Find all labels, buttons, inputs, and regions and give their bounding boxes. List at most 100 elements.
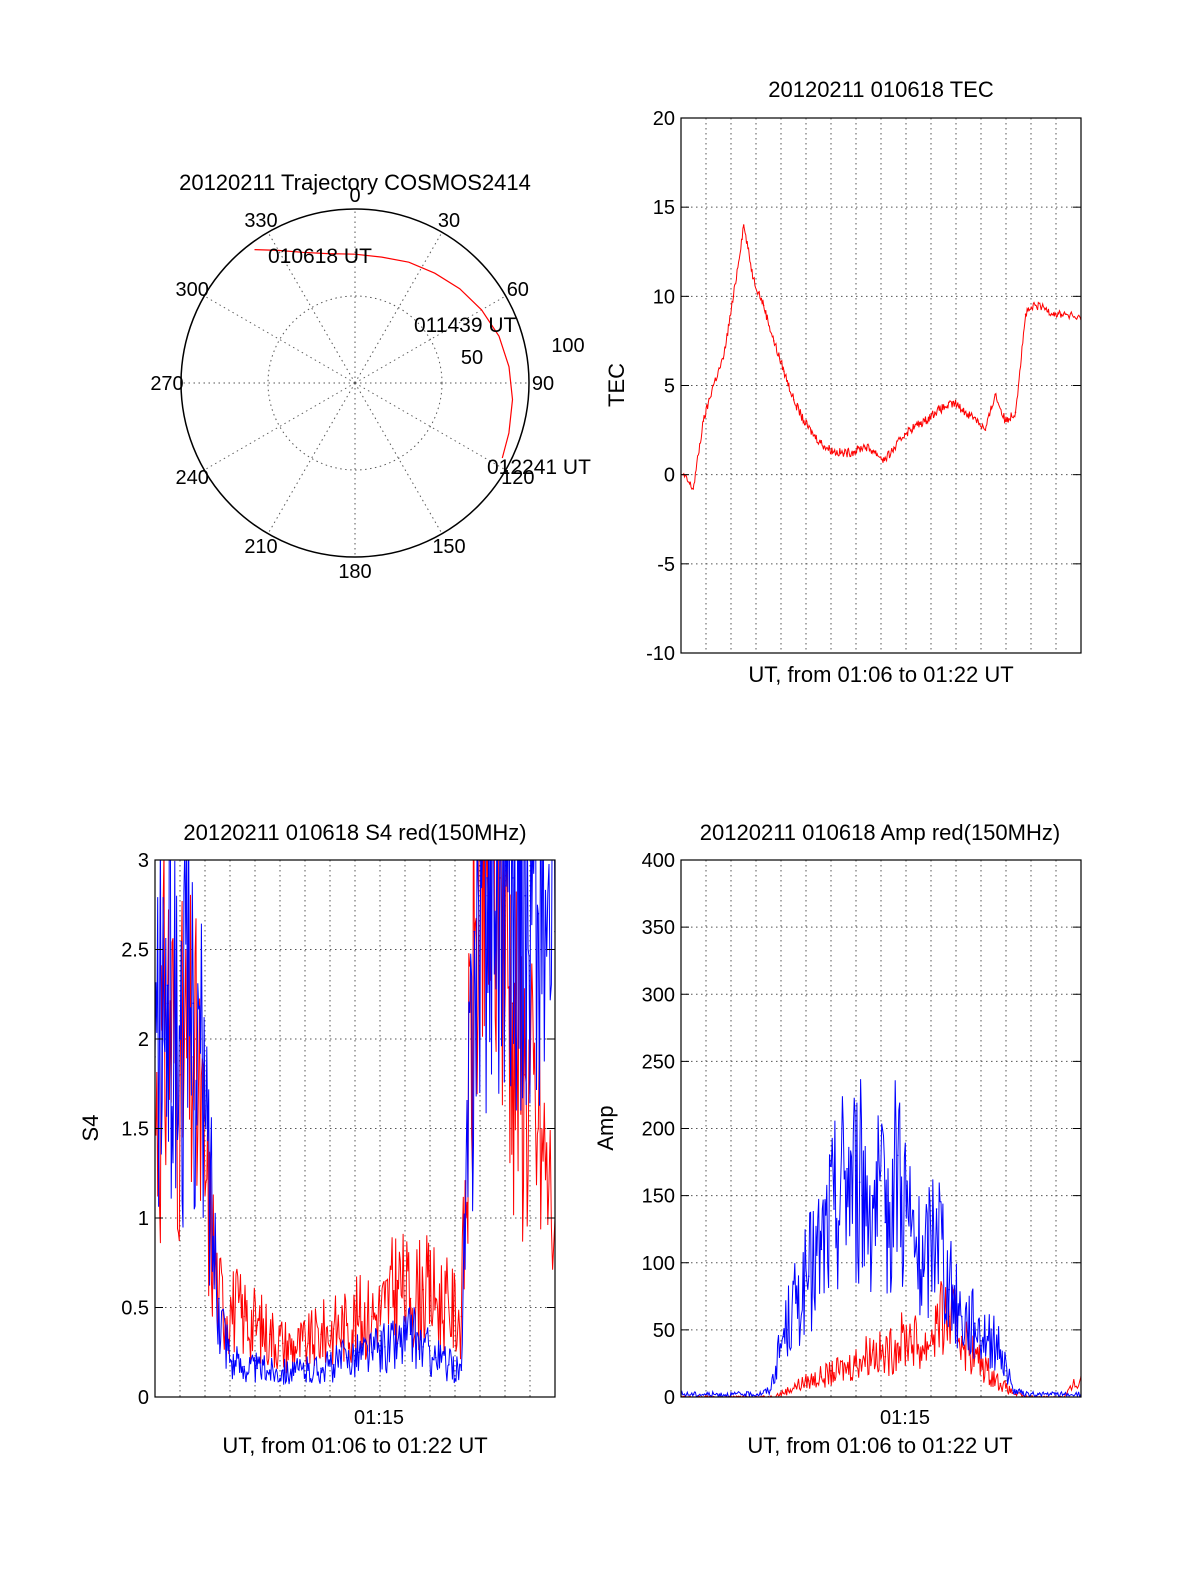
tec-point-0-38 [1065, 313, 1067, 315]
s4-point-1-30 [537, 912, 540, 915]
amp-point-0-18 [910, 1335, 912, 1338]
s4-point-1-24 [460, 1369, 463, 1371]
s4-point-0-9 [268, 1333, 271, 1336]
polar-spoke-300 [204, 295, 356, 384]
amp-point-1-19 [922, 1275, 925, 1277]
s4-ylabel: S4 [78, 1115, 103, 1142]
tec-point-0-1 [692, 488, 695, 490]
s4-point-1-6 [230, 1360, 233, 1362]
tec-point-0-28 [964, 411, 966, 414]
polar-spoke-240 [204, 382, 356, 471]
amp-point-1-16 [884, 1221, 887, 1224]
amp-ytick-250: 250 [642, 1051, 675, 1073]
s4-point-1-20 [409, 1333, 412, 1336]
amp-point-1-18 [910, 1235, 912, 1237]
amp-ytick-200: 200 [642, 1119, 675, 1141]
tec-ytick--5: -5 [657, 554, 675, 576]
tec-point-0-37 [1054, 313, 1057, 315]
amp-point-1-26 [1012, 1389, 1014, 1392]
tec-point-0-27 [954, 402, 956, 405]
azimuth-label-240: 240 [175, 467, 208, 489]
s4-point-1-3 [192, 1002, 195, 1004]
tec-point-0-3 [712, 384, 714, 387]
azimuth-label-270: 270 [150, 373, 183, 395]
tec-ylabel: TEC [604, 363, 629, 407]
radial-label-100: 100 [551, 335, 584, 357]
s4-point-0-13 [320, 1333, 322, 1336]
trajectory-polar-chart: 20120211 Trajectory COSMOS2414 0 30 60 90 12… [150, 170, 591, 583]
amp-point-1-2 [705, 1393, 708, 1396]
s4-point-1-21 [422, 1346, 424, 1348]
s4-point-0-18 [384, 1306, 386, 1309]
s4-point-1-10 [281, 1369, 284, 1371]
s4-point-0-4 [205, 1181, 207, 1183]
amp-point-1-8 [782, 1335, 784, 1338]
tec-grid [681, 118, 1081, 653]
tec-point-0-24 [923, 420, 926, 422]
amp-point-0-14 [858, 1358, 861, 1361]
annotation-mid-time: 011439 UT [414, 314, 517, 337]
amp-point-1-28 [1037, 1393, 1040, 1396]
s4-point-1-9 [268, 1369, 271, 1371]
amp-ytick-50: 50 [653, 1320, 675, 1342]
amp-point-0-25 [999, 1382, 1002, 1385]
tec-ytick-15: 15 [653, 197, 675, 219]
amp-line-0 [681, 1281, 1081, 1397]
tec-chart: 20120211 010618 TEC 20 15 10 5 0 -5 -10 TEC UT… [604, 77, 1082, 687]
amp-ytick-350: 350 [642, 917, 675, 939]
tec-series [682, 224, 1081, 490]
amp-point-0-9 [794, 1385, 797, 1388]
tec-xlabel: UT, from 01:06 to 01:22 UT [748, 662, 1013, 687]
tec-point-0-5 [732, 295, 735, 298]
s4-point-0-2 [179, 1074, 182, 1076]
polar-spoke-120 [354, 382, 506, 471]
amp-point-0-17 [897, 1342, 899, 1345]
amp-point-0-11 [820, 1376, 823, 1378]
azimuth-label-210: 210 [244, 536, 277, 558]
s4-point-0-14 [332, 1328, 335, 1330]
tec-point-0-14 [823, 445, 826, 447]
s4-chart: 20120211 010618 S4 red(150MHz) 3 2.5 2 1.5 1… [78, 820, 556, 1458]
s4-xlabel: UT, from 01:06 to 01:22 UT [222, 1433, 487, 1458]
amp-point-1-4 [731, 1393, 733, 1396]
amp-point-1-22 [960, 1315, 963, 1318]
tec-point-0-29 [974, 416, 977, 419]
tec-point-0-32 [1004, 420, 1007, 422]
amp-point-0-20 [935, 1322, 938, 1324]
s4-point-0-7 [243, 1315, 245, 1318]
s4-point-0-21 [422, 1288, 424, 1291]
tec-point-0-9 [772, 340, 775, 342]
azimuth-label-120: 120 [501, 467, 534, 489]
s4-ytick-0: 0 [138, 1387, 149, 1409]
s4-point-1-16 [358, 1351, 361, 1354]
amp-ylabel: Amp [593, 1105, 618, 1150]
tec-y-ticks: 20 15 10 5 0 -5 -10 [646, 108, 1081, 665]
s4-point-0-8 [256, 1324, 258, 1327]
tec-point-0-36 [1044, 308, 1047, 310]
s4-title: 20120211 010618 S4 red(150MHz) [183, 820, 526, 845]
s4-series [155, 860, 555, 1385]
amp-point-1-12 [833, 1208, 835, 1210]
tec-point-0-13 [813, 434, 815, 437]
polar-outer-circle [180, 208, 530, 558]
s4-point-1-4 [205, 1127, 207, 1130]
s4-point-1-1 [166, 984, 169, 987]
s4-point-0-30 [537, 1127, 540, 1130]
amp-point-1-9 [794, 1302, 797, 1304]
s4-point-0-22 [434, 1297, 437, 1300]
tec-point-0-35 [1034, 304, 1037, 307]
s4-point-1-5 [218, 1297, 220, 1300]
tec-point-0-11 [792, 398, 795, 401]
polar-spoke-60 [354, 295, 506, 384]
azimuth-label-90: 90 [532, 373, 554, 395]
tec-point-0-2 [702, 420, 705, 422]
s4-point-1-17 [371, 1351, 373, 1354]
azimuth-label-60: 60 [507, 279, 529, 301]
tec-point-0-22 [904, 432, 906, 435]
s4-point-1-22 [434, 1356, 437, 1359]
amp-line-1 [681, 1079, 1081, 1397]
amp-point-1-30 [1063, 1393, 1066, 1396]
amp-point-1-23 [973, 1322, 976, 1324]
amp-point-1-13 [846, 1167, 848, 1170]
